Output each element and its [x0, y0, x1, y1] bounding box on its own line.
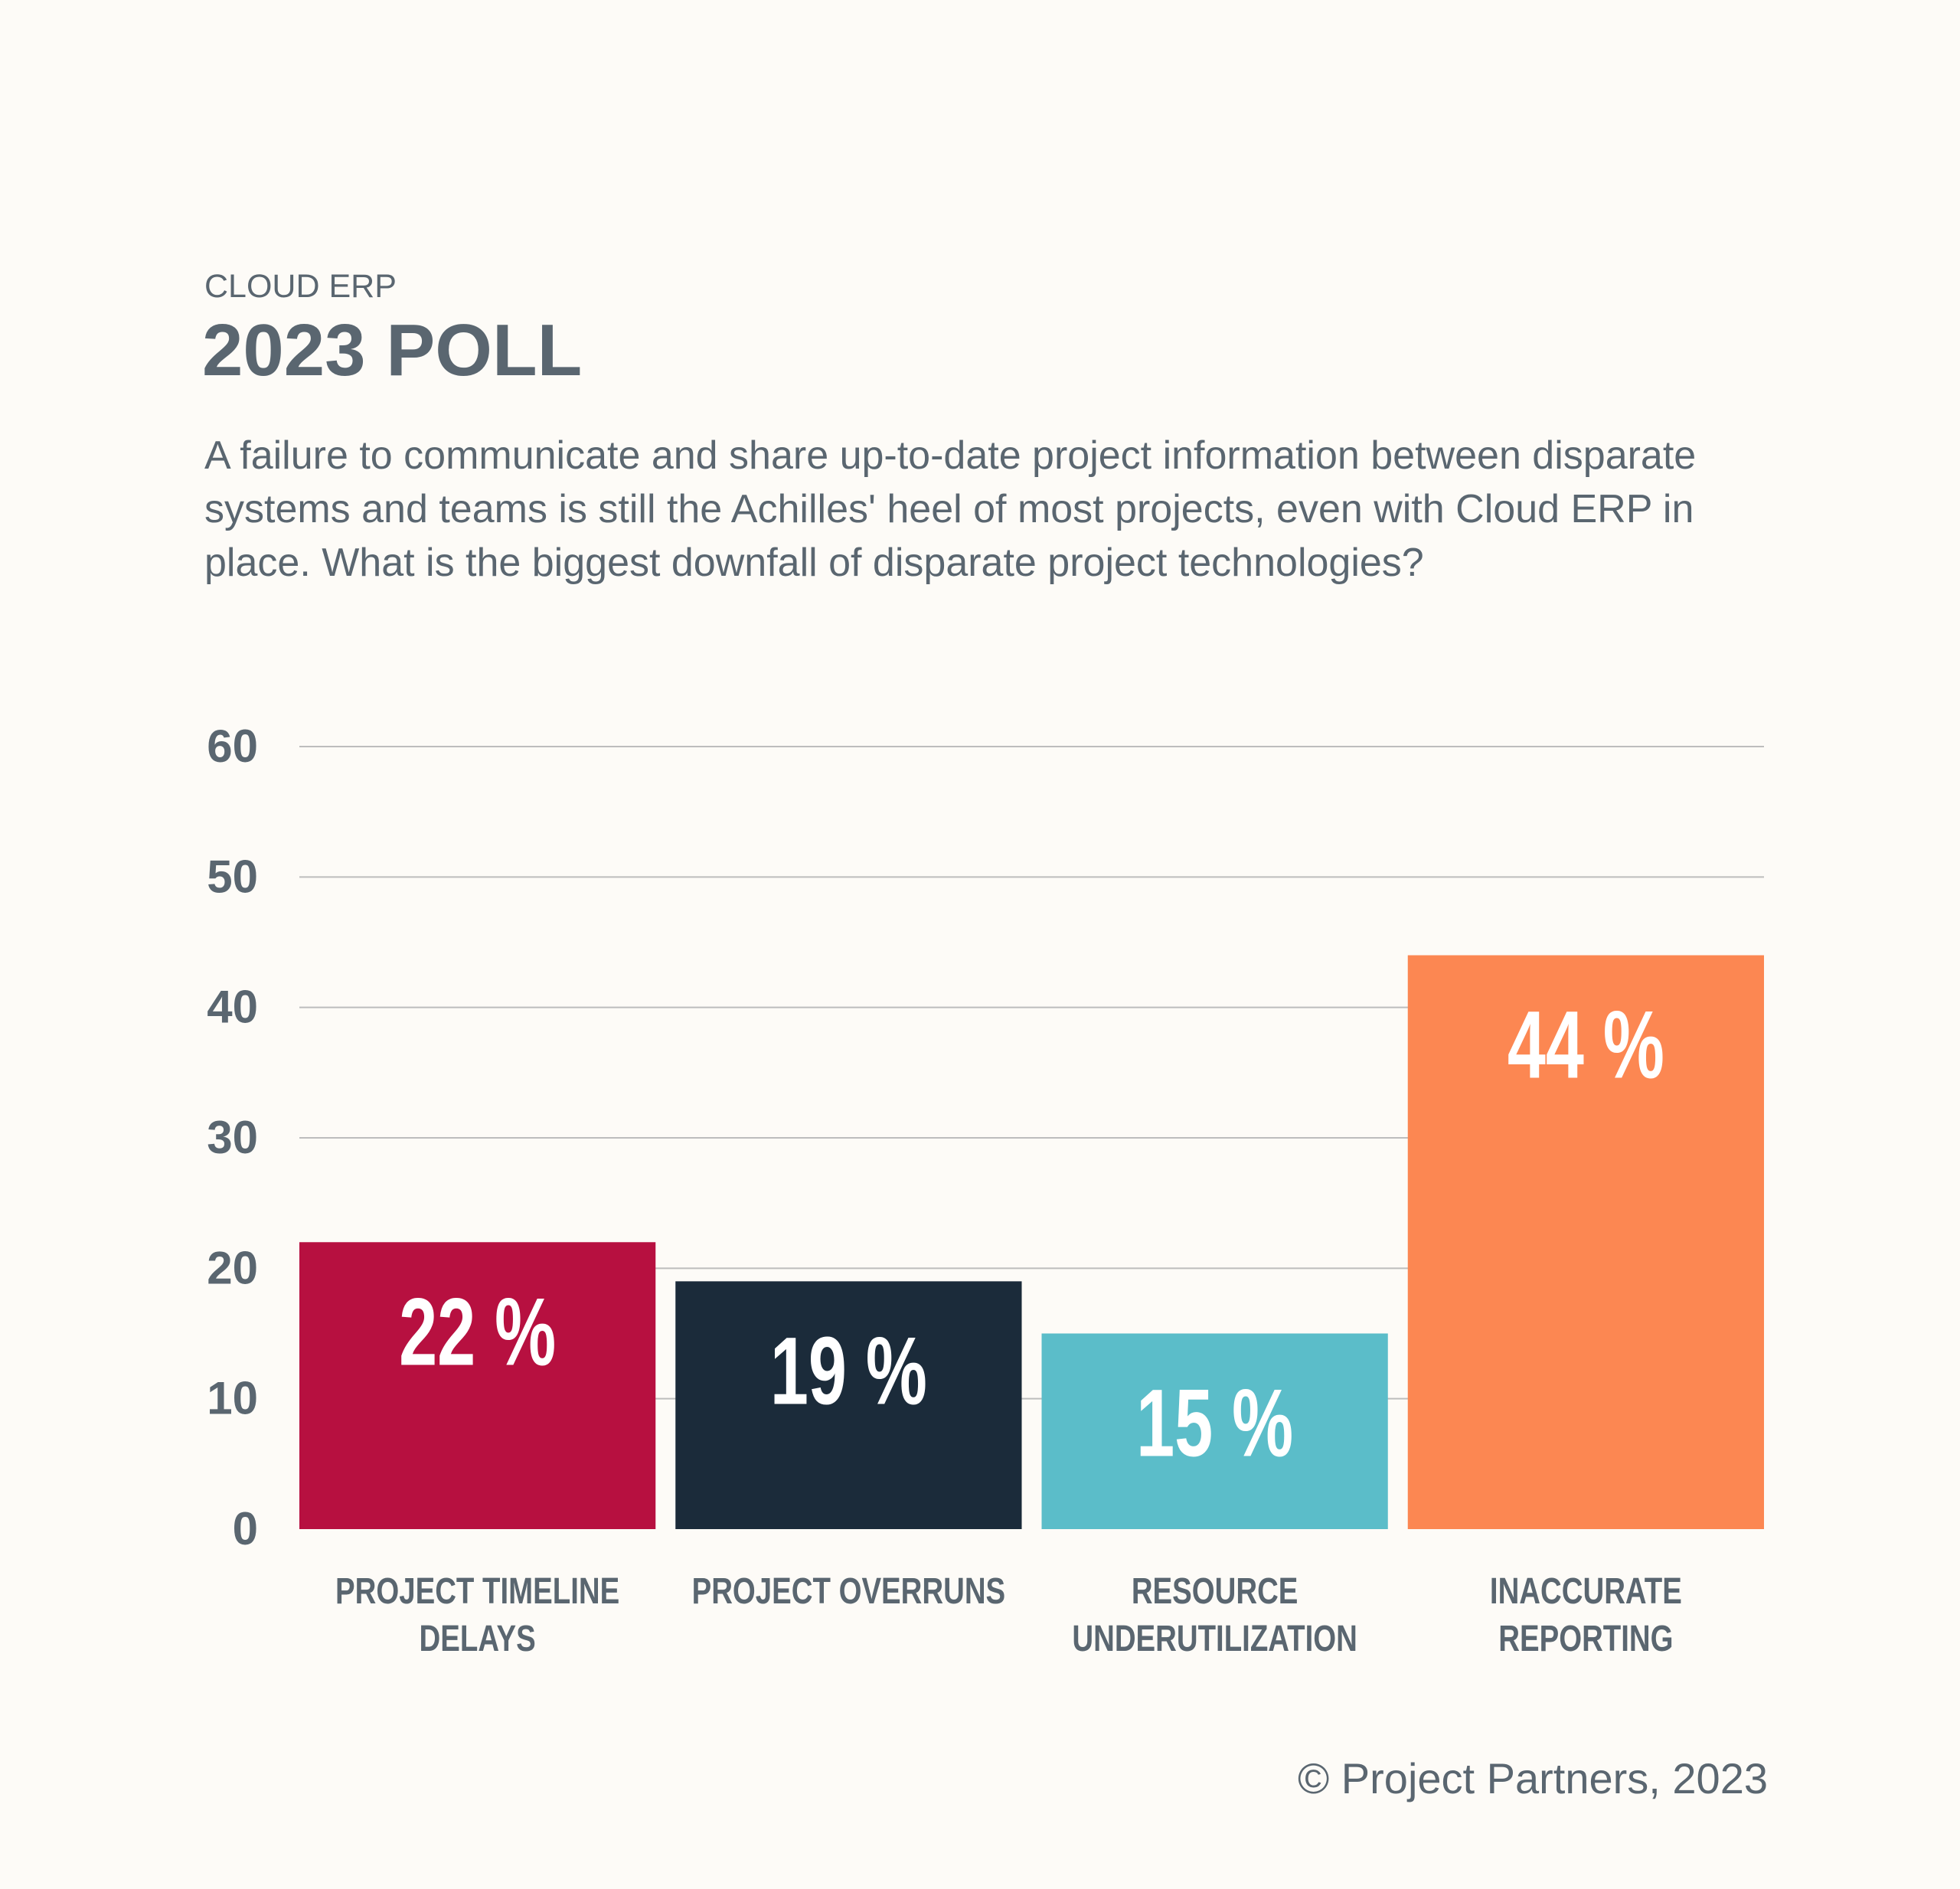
- x-tick-label: RESOURCE UNDERUTILIZATION: [1072, 1571, 1357, 1659]
- x-tick-label: PROJECT TIMELINE DELAYS: [335, 1571, 619, 1659]
- footer: © Project Partners, 2023: [1298, 1754, 1768, 1802]
- bar: [1041, 1333, 1388, 1529]
- y-tick-label: 40: [207, 982, 258, 1033]
- bar: [675, 1281, 1022, 1529]
- x-tick-label: PROJECT OVERRUNS: [692, 1571, 1006, 1612]
- value-label: 22 %: [399, 1279, 556, 1386]
- chart-subtitle: A failure to communicate and share up-to…: [204, 433, 1697, 585]
- y-tick-label: 0: [233, 1503, 258, 1554]
- value-label: 44 %: [1508, 992, 1664, 1099]
- bar: [299, 1242, 656, 1529]
- kicker: CLOUD ERP: [204, 268, 397, 305]
- value-label: 15 %: [1136, 1370, 1293, 1477]
- y-tick-label: 60: [207, 721, 258, 772]
- bar: [1407, 955, 1764, 1529]
- x-tick-label: INACCURATE REPORTING: [1490, 1571, 1682, 1659]
- value-label: 19 %: [770, 1318, 927, 1425]
- y-tick-label: 30: [207, 1112, 258, 1163]
- chart-title: 2023 POLL: [202, 309, 582, 391]
- y-tick-label: 20: [207, 1242, 258, 1293]
- y-tick-label: 10: [207, 1373, 258, 1424]
- y-tick-label: 50: [207, 851, 258, 902]
